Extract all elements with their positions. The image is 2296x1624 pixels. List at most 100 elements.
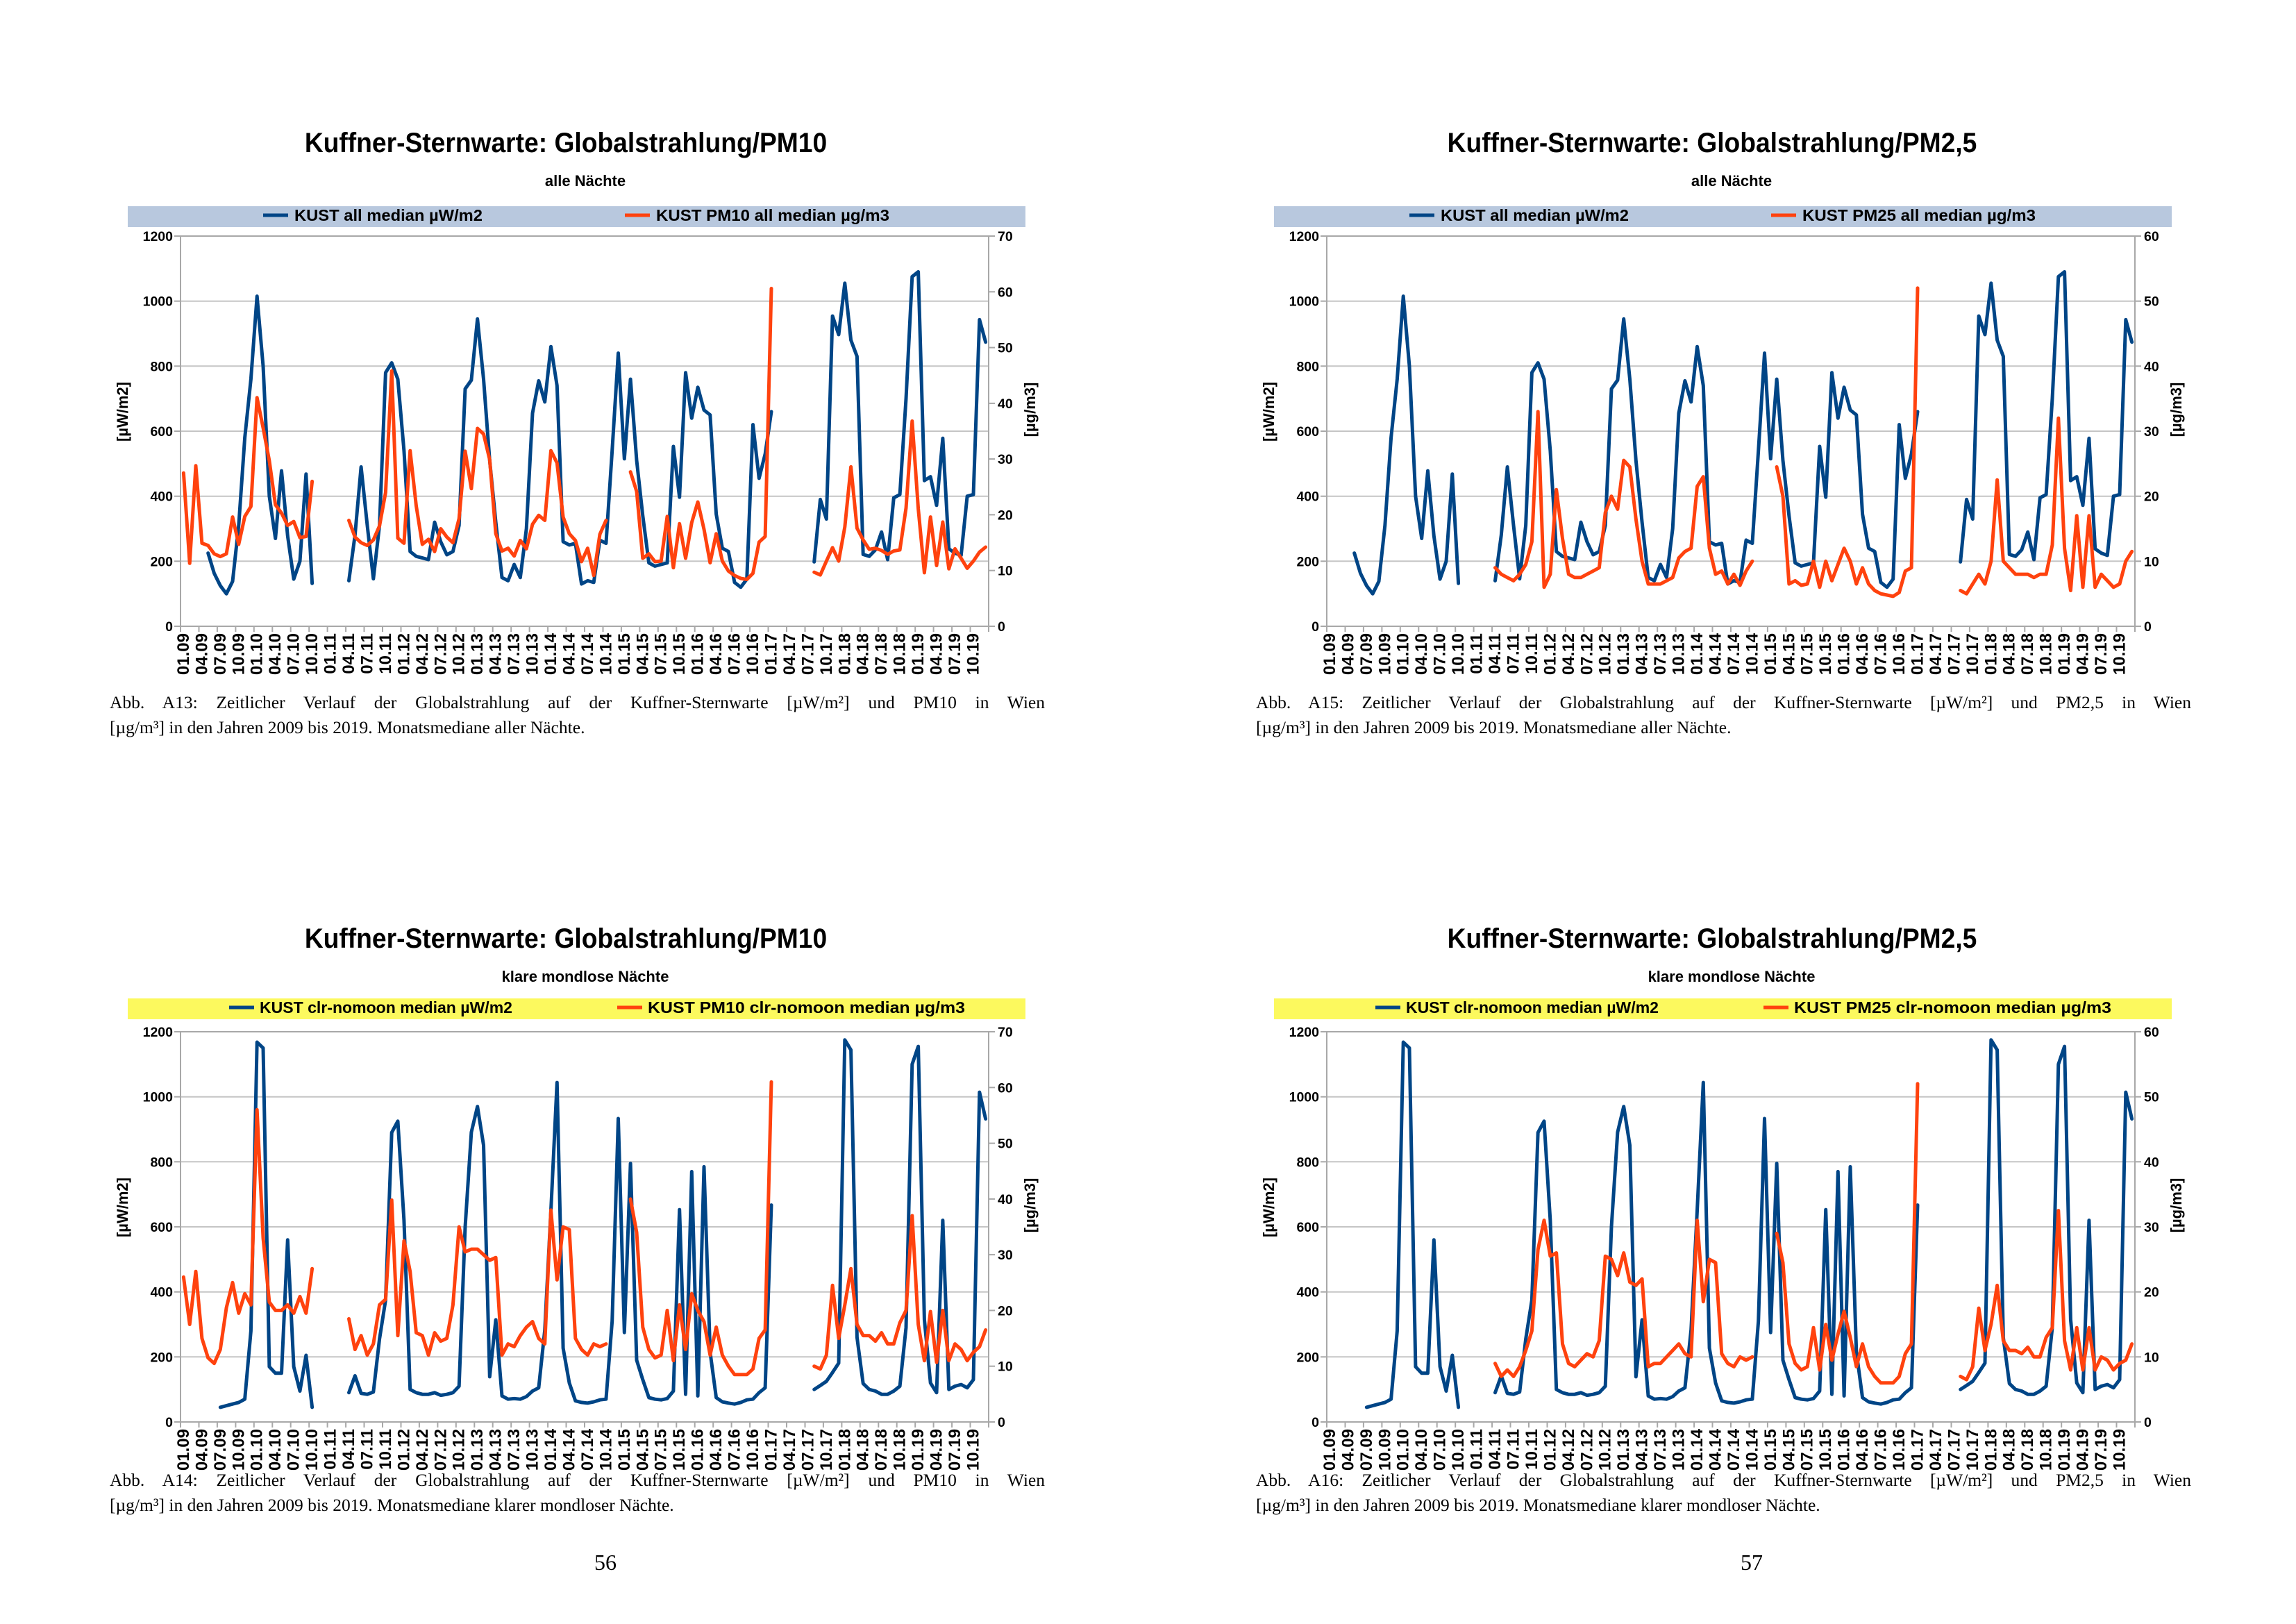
svg-text:04.17: 04.17 [1927,633,1945,675]
svg-text:04.12: 04.12 [413,1429,432,1471]
svg-text:0: 0 [2144,1415,2152,1430]
svg-text:10.11: 10.11 [376,633,395,674]
svg-text:KUST PM25 clr-nomoon median µg: KUST PM25 clr-nomoon median µg/m3 [1794,998,2111,1016]
svg-text:07.14: 07.14 [1725,1428,1743,1471]
svg-text:70: 70 [998,229,1013,244]
svg-text:10.17: 10.17 [1963,633,1982,675]
svg-text:01.18: 01.18 [835,1429,854,1471]
svg-text:01.19: 01.19 [909,1429,928,1471]
svg-text:400: 400 [150,1285,173,1300]
svg-text:1200: 1200 [143,1025,174,1040]
svg-text:10.09: 10.09 [229,633,248,675]
svg-text:20: 20 [998,508,1013,523]
svg-text:200: 200 [150,1350,173,1365]
svg-text:07.19: 07.19 [946,633,964,675]
svg-text:01.18: 01.18 [1981,633,2000,675]
svg-text:10.11: 10.11 [1523,633,1541,674]
svg-text:600: 600 [1296,424,1319,440]
svg-text:10.10: 10.10 [303,633,321,675]
svg-text:10.17: 10.17 [1963,1429,1982,1471]
svg-text:04.12: 04.12 [1559,633,1578,675]
svg-text:10.18: 10.18 [891,1429,910,1471]
svg-text:40: 40 [998,396,1013,412]
svg-text:800: 800 [1296,1155,1319,1170]
svg-text:04.10: 04.10 [266,633,285,675]
svg-text:07.16: 07.16 [1872,633,1891,675]
svg-text:04.17: 04.17 [780,1429,799,1471]
svg-text:40: 40 [998,1192,1013,1207]
svg-text:07.15: 07.15 [652,1429,671,1471]
svg-text:400: 400 [1296,489,1319,505]
svg-text:KUST clr-nomoon median µW/m2: KUST clr-nomoon median µW/m2 [260,998,512,1016]
svg-text:10.18: 10.18 [2037,1429,2056,1471]
svg-text:07.12: 07.12 [431,633,450,675]
svg-text:10: 10 [2144,554,2159,569]
svg-text:01.13: 01.13 [1614,633,1633,675]
svg-text:01.19: 01.19 [2055,1429,2074,1471]
svg-text:10.19: 10.19 [964,633,983,675]
svg-text:10.19: 10.19 [2111,1429,2129,1471]
svg-text:07.09: 07.09 [1357,633,1376,675]
svg-text:07.11: 07.11 [1505,633,1523,674]
svg-text:0: 0 [165,619,173,635]
svg-text:01.11: 01.11 [1468,633,1486,674]
svg-text:0: 0 [1312,1415,1319,1430]
svg-text:04.17: 04.17 [1927,1429,1945,1471]
svg-text:01.14: 01.14 [542,1428,560,1471]
svg-text:[µg/m3]: [µg/m3] [1021,1178,1039,1233]
svg-text:10.13: 10.13 [523,1429,542,1471]
svg-text:04.15: 04.15 [1779,1429,1798,1471]
svg-text:01.15: 01.15 [615,1429,634,1471]
svg-text:[µW/m2]: [µW/m2] [1260,1178,1277,1237]
svg-text:10.14: 10.14 [596,633,615,675]
svg-text:07.10: 07.10 [285,633,303,675]
svg-text:01.10: 01.10 [248,633,267,675]
svg-text:10.14: 10.14 [596,1428,615,1471]
svg-text:10.16: 10.16 [744,633,762,675]
svg-text:1000: 1000 [1289,294,1320,310]
svg-text:01.17: 01.17 [762,633,781,675]
svg-text:07.14: 07.14 [578,633,597,675]
svg-text:07.16: 07.16 [726,633,744,675]
svg-text:04.09: 04.09 [192,633,211,675]
svg-text:10.09: 10.09 [1375,633,1394,675]
svg-text:30: 30 [2144,1220,2159,1235]
svg-text:01.14: 01.14 [1688,1428,1707,1471]
svg-text:10.15: 10.15 [1816,633,1835,675]
svg-text:01.11: 01.11 [1468,1429,1486,1470]
svg-text:[µW/m2]: [µW/m2] [114,382,131,442]
svg-text:01.18: 01.18 [835,633,854,675]
svg-text:04.12: 04.12 [413,633,432,675]
svg-text:01.17: 01.17 [1909,633,1927,675]
svg-text:01.17: 01.17 [762,1429,781,1471]
svg-text:07.17: 07.17 [798,1429,817,1471]
svg-text:07.15: 07.15 [652,633,671,675]
svg-text:10.11: 10.11 [1523,1429,1541,1470]
svg-text:10.12: 10.12 [1596,633,1615,675]
svg-text:10.16: 10.16 [1890,1429,1909,1471]
svg-text:07.14: 07.14 [1725,633,1743,675]
svg-text:10.19: 10.19 [964,1429,983,1471]
svg-text:1200: 1200 [143,229,174,244]
svg-text:0: 0 [2144,619,2152,635]
svg-text:04.11: 04.11 [340,633,358,674]
svg-text:04.11: 04.11 [1486,1429,1505,1470]
svg-text:04.14: 04.14 [1707,1428,1725,1471]
svg-text:50: 50 [998,341,1013,356]
svg-text:04.14: 04.14 [560,1428,579,1471]
svg-text:10.14: 10.14 [1743,1428,1761,1471]
svg-text:01.17: 01.17 [1909,1429,1927,1471]
svg-text:200: 200 [1296,1350,1319,1365]
svg-text:04.13: 04.13 [1633,1429,1652,1471]
svg-text:04.19: 04.19 [928,633,946,675]
svg-text:10.18: 10.18 [891,633,910,675]
svg-text:07.16: 07.16 [1872,1429,1891,1471]
svg-text:07.10: 07.10 [1431,1429,1450,1471]
svg-text:30: 30 [2144,424,2159,440]
svg-text:01.11: 01.11 [321,1429,340,1470]
svg-text:01.13: 01.13 [468,633,487,675]
svg-text:0: 0 [165,1415,173,1430]
svg-text:60: 60 [2144,229,2159,244]
svg-text:10.10: 10.10 [1449,1429,1468,1471]
svg-text:07.09: 07.09 [1357,1429,1376,1471]
